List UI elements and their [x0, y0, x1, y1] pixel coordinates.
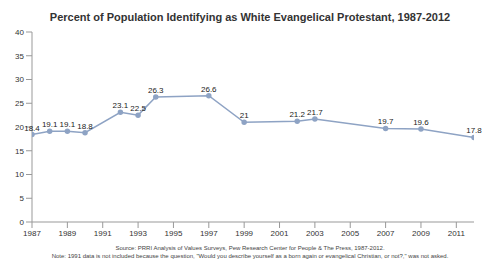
svg-text:19.7: 19.7	[378, 117, 394, 126]
svg-text:17.8: 17.8	[466, 126, 482, 135]
svg-text:1991: 1991	[94, 229, 112, 238]
svg-text:0: 0	[20, 218, 25, 227]
svg-text:15: 15	[15, 147, 24, 156]
svg-text:25: 25	[15, 99, 24, 108]
svg-text:22.5: 22.5	[130, 104, 146, 113]
svg-text:2009: 2009	[412, 229, 430, 238]
svg-text:19.6: 19.6	[413, 118, 429, 127]
svg-text:2001: 2001	[271, 229, 289, 238]
svg-text:18.4: 18.4	[24, 124, 40, 133]
html-text:Percent of Population Identify: Percent of Population Identifying as Whi…	[49, 11, 451, 23]
svg-text:20: 20	[15, 123, 24, 132]
svg-text:1997: 1997	[200, 229, 218, 238]
svg-text:1993: 1993	[129, 229, 147, 238]
svg-text:19.1: 19.1	[42, 120, 58, 129]
svg-text:1995: 1995	[165, 229, 183, 238]
svg-text:19.1: 19.1	[60, 120, 76, 129]
svg-text:5: 5	[20, 194, 25, 203]
svg-text:1987: 1987	[23, 229, 41, 238]
svg-text:2011: 2011	[448, 229, 466, 238]
svg-text:21.2: 21.2	[289, 110, 305, 119]
svg-text:21: 21	[240, 111, 249, 120]
svg-text:1999: 1999	[235, 229, 253, 238]
svg-text:2005: 2005	[341, 229, 359, 238]
svg-text:35: 35	[15, 52, 24, 61]
html-text:Source: PRRI Analysis of Value: Source: PRRI Analysis of Values Surveys,…	[115, 245, 385, 251]
svg-text:2007: 2007	[377, 229, 395, 238]
svg-text:23.1: 23.1	[113, 101, 129, 110]
svg-text:40: 40	[15, 28, 24, 37]
svg-text:1989: 1989	[58, 229, 76, 238]
svg-text:26.3: 26.3	[148, 86, 164, 95]
svg-text:2003: 2003	[306, 229, 324, 238]
svg-text:30: 30	[15, 75, 24, 84]
svg-text:21.7: 21.7	[307, 108, 323, 117]
svg-text:10: 10	[15, 170, 24, 179]
html-text:Note: 1991 data is not include: Note: 1991 data is not included because …	[51, 253, 449, 259]
svg-text:18.8: 18.8	[77, 122, 93, 131]
svg-text:26.6: 26.6	[201, 85, 217, 94]
